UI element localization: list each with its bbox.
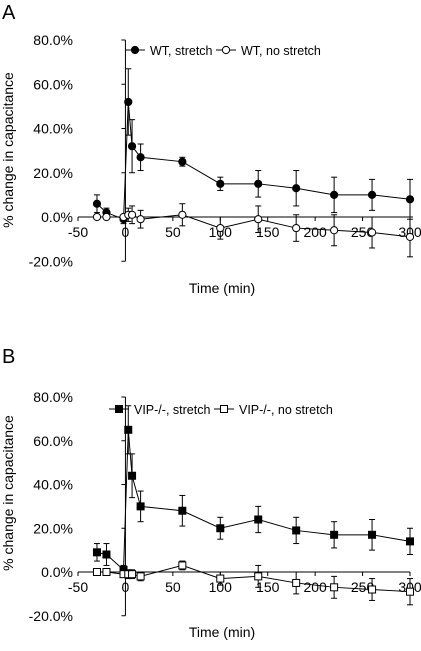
x-tick-label-a-2: 50: [165, 224, 181, 240]
data-point-b-0-11: [368, 530, 377, 539]
data-point-a-1-1: [102, 212, 111, 222]
data-point-b-0-7: [216, 524, 225, 533]
data-point-b-1-1: [102, 568, 111, 576]
series-line-b-0: [96, 429, 411, 571]
legend-a: WT, stretch WT, no stretch: [125, 44, 321, 58]
x-tick-label-a-1: 0: [122, 224, 130, 240]
data-point-b-1-10: [330, 583, 339, 592]
data-point-a-1-4: [127, 210, 137, 219]
panel-label-b: B: [2, 346, 15, 368]
data-point-a-1-6: [178, 210, 187, 219]
data-point-b-1-0: [92, 568, 101, 576]
data-point-b-0-4: [128, 471, 137, 480]
x-tick-label-b-4: 150: [256, 579, 280, 595]
y-tick-label-a-1: 0.0%: [41, 209, 73, 225]
data-point-a-1-12: [405, 232, 415, 242]
legend-label-a-1: WT, no stretch: [241, 44, 321, 58]
legend-marker-b-1: [220, 405, 228, 413]
data-point-b-1-9: [292, 578, 301, 587]
data-point-a-0-7: [216, 179, 225, 188]
data-point-a-1-7: [216, 223, 225, 233]
x-tick-label-a-0: -50: [68, 224, 88, 240]
data-point-a-0-5: [136, 153, 145, 162]
legend-label-b-1: VIP-/-, no stretch: [239, 403, 333, 417]
y-axis-title-a: % change in capacitance: [0, 72, 16, 228]
data-point-a-1-0: [92, 212, 102, 222]
y-tick-label-a-2: 20.0%: [33, 165, 73, 181]
data-point-a-0-9: [292, 184, 301, 193]
data-point-b-1-12: [406, 587, 414, 596]
legend-marker-a-0: [130, 45, 140, 55]
x-tick-label-a-4: 150: [256, 224, 280, 240]
x-tick-label-b-1: 0: [122, 579, 130, 595]
data-point-a-0-10: [330, 190, 339, 199]
data-point-a-0-11: [367, 190, 377, 199]
data-point-a-0-4: [127, 142, 137, 151]
data-point-b-0-6: [178, 506, 187, 515]
data-point-a-0-3: [124, 97, 133, 107]
data-point-b-0-3: [124, 425, 133, 434]
data-point-b-1-4: [128, 570, 137, 579]
legend-label-b-0: VIP-/-, stretch: [134, 403, 210, 417]
data-point-b-1-8: [254, 572, 263, 581]
panel-b: B % change in capacitance Time (min) VIP…: [0, 346, 421, 640]
x-tick-label-b-5: 200: [303, 579, 327, 595]
legend-label-a-0: WT, stretch: [150, 44, 213, 58]
y-tick-label-a-3: 40.0%: [33, 121, 73, 137]
data-point-a-1-11: [367, 228, 377, 237]
y-axis-title-b: % change in capacitance: [0, 415, 16, 571]
y-tick-label-b-0: -20.0%: [29, 608, 73, 624]
data-point-b-0-8: [254, 515, 263, 524]
data-point-a-1-10: [330, 226, 339, 235]
x-tick-label-b-3: 100: [209, 579, 233, 595]
y-tick-label-a-5: 80.0%: [33, 32, 73, 48]
y-tick-label-b-1: 0.0%: [41, 564, 73, 580]
panel-a: A % change in capacitance Time (min) WT,…: [0, 2, 421, 296]
data-point-b-0-1: [102, 550, 111, 559]
data-point-a-0-12: [405, 195, 415, 204]
series-line-a-0: [96, 101, 411, 220]
data-point-a-1-8: [254, 215, 263, 224]
x-tick-label-a-5: 200: [303, 224, 327, 240]
data-point-b-0-9: [292, 526, 301, 535]
data-point-a-0-6: [178, 157, 187, 166]
x-tick-label-b-0: -50: [68, 579, 88, 595]
legend-marker-a-1: [221, 45, 231, 55]
x-axis-title-a: Time (min): [189, 280, 255, 296]
x-tick-label-b-2: 50: [165, 579, 181, 595]
y-tick-label-b-4: 60.0%: [33, 433, 73, 449]
data-point-a-1-5: [136, 215, 145, 224]
y-tick-label-b-2: 20.0%: [33, 520, 73, 536]
data-point-b-1-6: [178, 561, 187, 570]
data-point-a-0-0: [92, 199, 102, 208]
data-point-b-1-5: [136, 572, 145, 581]
legend-marker-b-0: [115, 405, 123, 413]
data-point-a-1-9: [292, 223, 301, 233]
data-point-b-0-5: [136, 502, 145, 511]
y-tick-label-a-0: -20.0%: [29, 253, 73, 269]
panel-label-a: A: [2, 2, 16, 24]
y-tick-label-b-3: 40.0%: [33, 477, 73, 493]
y-tick-label-a-4: 60.0%: [33, 76, 73, 92]
x-axis-title-b: Time (min): [189, 624, 255, 640]
data-point-b-0-10: [330, 530, 339, 539]
data-point-b-1-7: [216, 574, 225, 583]
data-point-b-1-11: [368, 585, 377, 594]
data-point-b-0-12: [406, 537, 414, 546]
data-point-a-0-8: [254, 179, 263, 188]
y-tick-label-b-5: 80.0%: [33, 389, 73, 405]
legend-b: VIP-/-, stretch VIP-/-, no stretch: [109, 403, 333, 417]
data-point-b-0-0: [92, 548, 101, 557]
